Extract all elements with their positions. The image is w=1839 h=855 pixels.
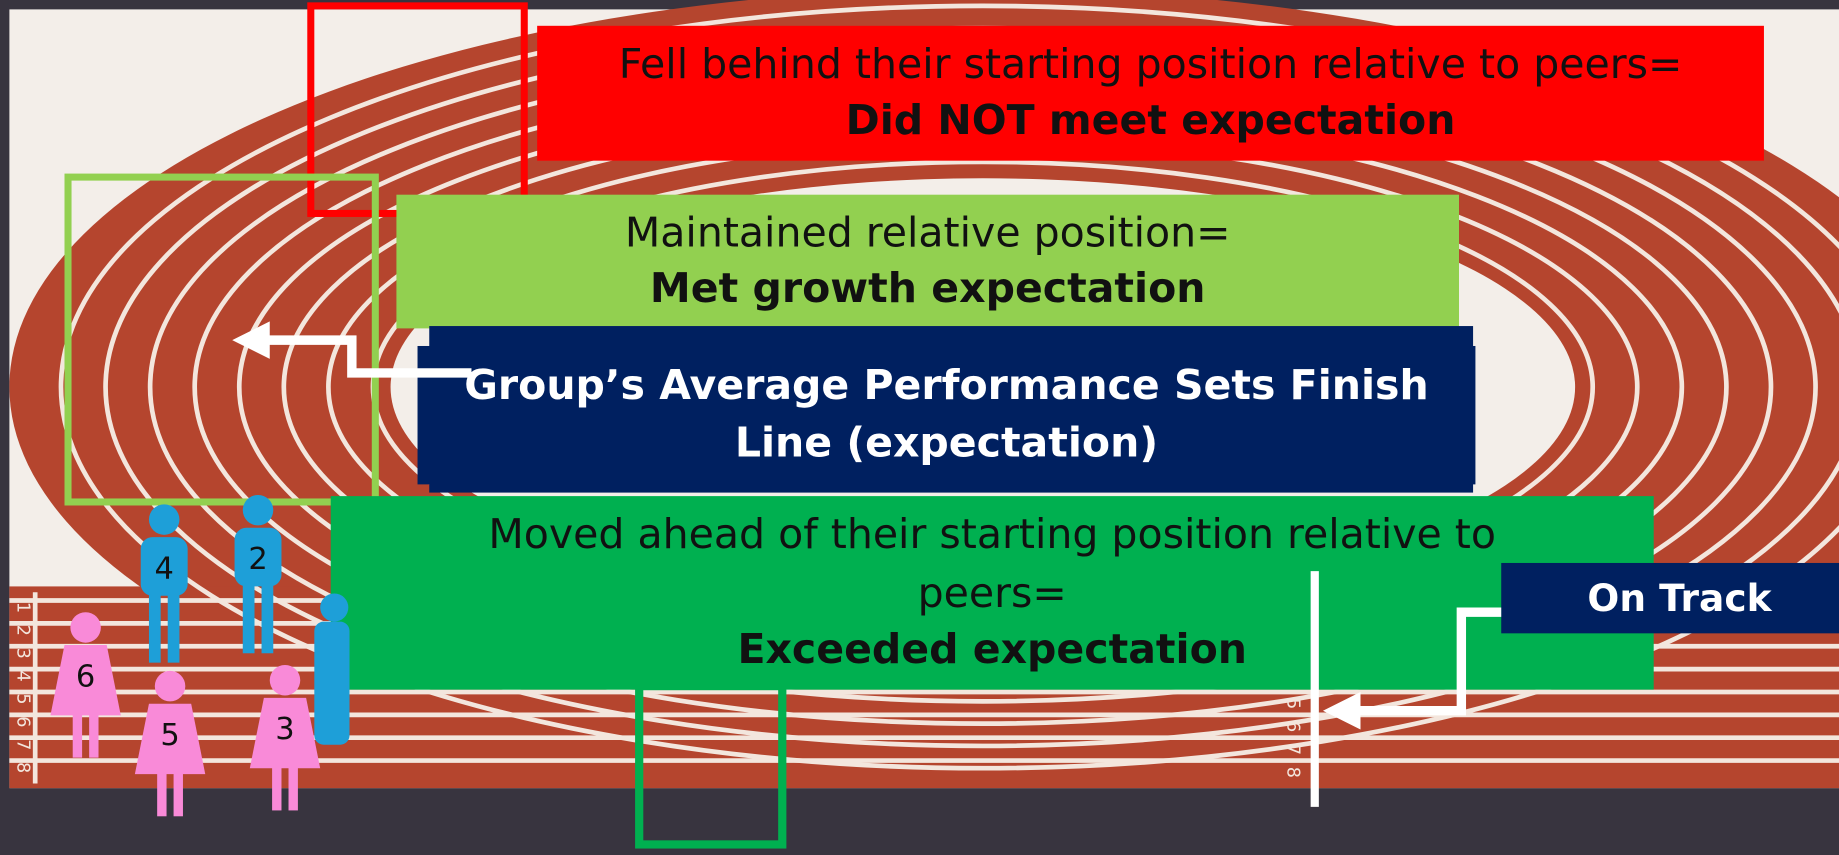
finish-text: Group’s Average Performance Sets Finish [464,361,1428,409]
runner-number: 3 [275,712,294,747]
runner [320,593,348,621]
ahead-text: peers= [918,569,1067,617]
page: 1 2 3 4 5 6 7 8 5 6 7 8 Fell behind their starting … [0,0,1839,855]
runner-number: 4 [154,551,173,586]
lane-label: 6 [1282,721,1302,732]
lane-label: 5 [1282,698,1302,709]
lane-label: 8 [1282,767,1302,778]
ahead-text: Exceeded expectation [737,625,1247,673]
lane-label: 5 [12,693,32,704]
runner-number: 5 [160,718,179,753]
behind-text: Fell behind their starting position rela… [619,40,1683,88]
lane-label: 3 [12,648,32,659]
runner-head [155,671,185,701]
runner-head [270,665,300,695]
finish-text: Line (expectation) [735,419,1158,467]
lane-label: 6 [12,716,32,727]
lane-label: 8 [12,762,32,773]
runner-head [70,612,100,642]
lane-label: 7 [12,739,32,750]
slide: 1 2 3 4 5 6 7 8 5 6 7 8 Fell behind their starting … [0,0,1839,855]
runner-head [243,495,273,525]
runner-leg [262,581,274,654]
runner-number: 6 [76,659,95,694]
on-track-text: On Track [1587,576,1772,620]
runner-number: 2 [248,542,267,577]
runner-leg [89,713,98,758]
maintained-text: Maintained relative position= [625,209,1231,257]
runner-leg [149,590,161,663]
lane-label: 4 [12,671,32,682]
runner-leg [243,581,255,654]
lane-label: 7 [1282,744,1302,755]
lane-label: 2 [12,625,32,636]
lane-label: 1 [12,602,32,613]
ahead-text: Moved ahead of their starting position r… [488,510,1496,558]
runner-leg [168,590,180,663]
runner-leg [73,713,82,758]
maintained-text: Met growth expectation [650,264,1206,312]
behind-text: Did NOT meet expectation [846,96,1456,144]
runner-head [149,504,179,534]
runner [314,622,349,745]
